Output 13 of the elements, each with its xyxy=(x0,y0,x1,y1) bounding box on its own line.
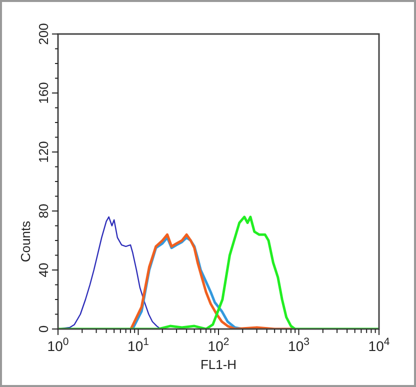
x-axis-title: FL1-H xyxy=(200,357,237,372)
x-tick-label: 10$^{2}$ xyxy=(208,336,230,354)
y-tick-label: 120 xyxy=(36,141,51,163)
y-tick-label: 40 xyxy=(36,262,51,278)
x-tick-label: 10$^{1}$ xyxy=(128,336,150,354)
y-tick-label: 80 xyxy=(36,204,51,218)
x-tick-label: 10$^{3}$ xyxy=(288,336,310,354)
y-tick-label: 0 xyxy=(36,325,51,333)
y-axis-title: Counts xyxy=(18,220,33,262)
x-tick-label: 10$^{4}$ xyxy=(368,336,390,354)
x-tick-label: 10$^{0}$ xyxy=(47,336,69,354)
y-tick-label: 160 xyxy=(36,82,51,104)
y-tick-label: 200 xyxy=(36,23,51,45)
